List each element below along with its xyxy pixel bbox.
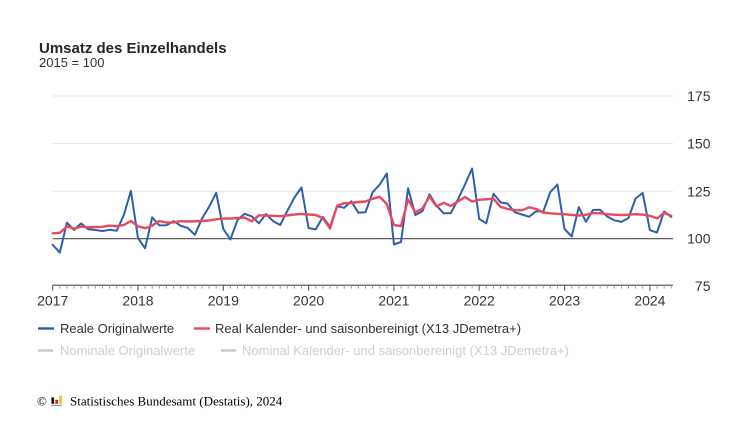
svg-text:2022: 2022 <box>464 293 495 309</box>
svg-text:Real Kalender- und saisonberei: Real Kalender- und saisonbereinigt (X13 … <box>215 321 521 336</box>
svg-text:175: 175 <box>687 88 711 104</box>
svg-text:Nominal Kalender- und saisonbe: Nominal Kalender- und saisonbereinigt (X… <box>242 343 569 358</box>
svg-text:2021: 2021 <box>378 293 409 309</box>
svg-text:Nominale Originalwerte: Nominale Originalwerte <box>60 343 195 358</box>
svg-text:Umsatz des Einzelhandels: Umsatz des Einzelhandels <box>39 40 227 57</box>
svg-text:2019: 2019 <box>208 293 239 309</box>
svg-text:©: © <box>37 394 47 409</box>
svg-text:2018: 2018 <box>122 293 153 309</box>
svg-text:2015 = 100: 2015 = 100 <box>39 55 104 70</box>
svg-text:2024: 2024 <box>634 293 665 309</box>
svg-text:2017: 2017 <box>37 293 68 309</box>
svg-text:Statistisches Bundesamt (Desta: Statistisches Bundesamt (Destatis), 2024 <box>70 394 283 409</box>
svg-text:2020: 2020 <box>293 293 324 309</box>
svg-text:125: 125 <box>687 183 711 199</box>
svg-text:Reale Originalwerte: Reale Originalwerte <box>60 321 174 336</box>
svg-text:150: 150 <box>687 136 711 152</box>
svg-text:100: 100 <box>687 231 711 247</box>
svg-text:75: 75 <box>695 278 711 294</box>
svg-text:2023: 2023 <box>549 293 580 309</box>
